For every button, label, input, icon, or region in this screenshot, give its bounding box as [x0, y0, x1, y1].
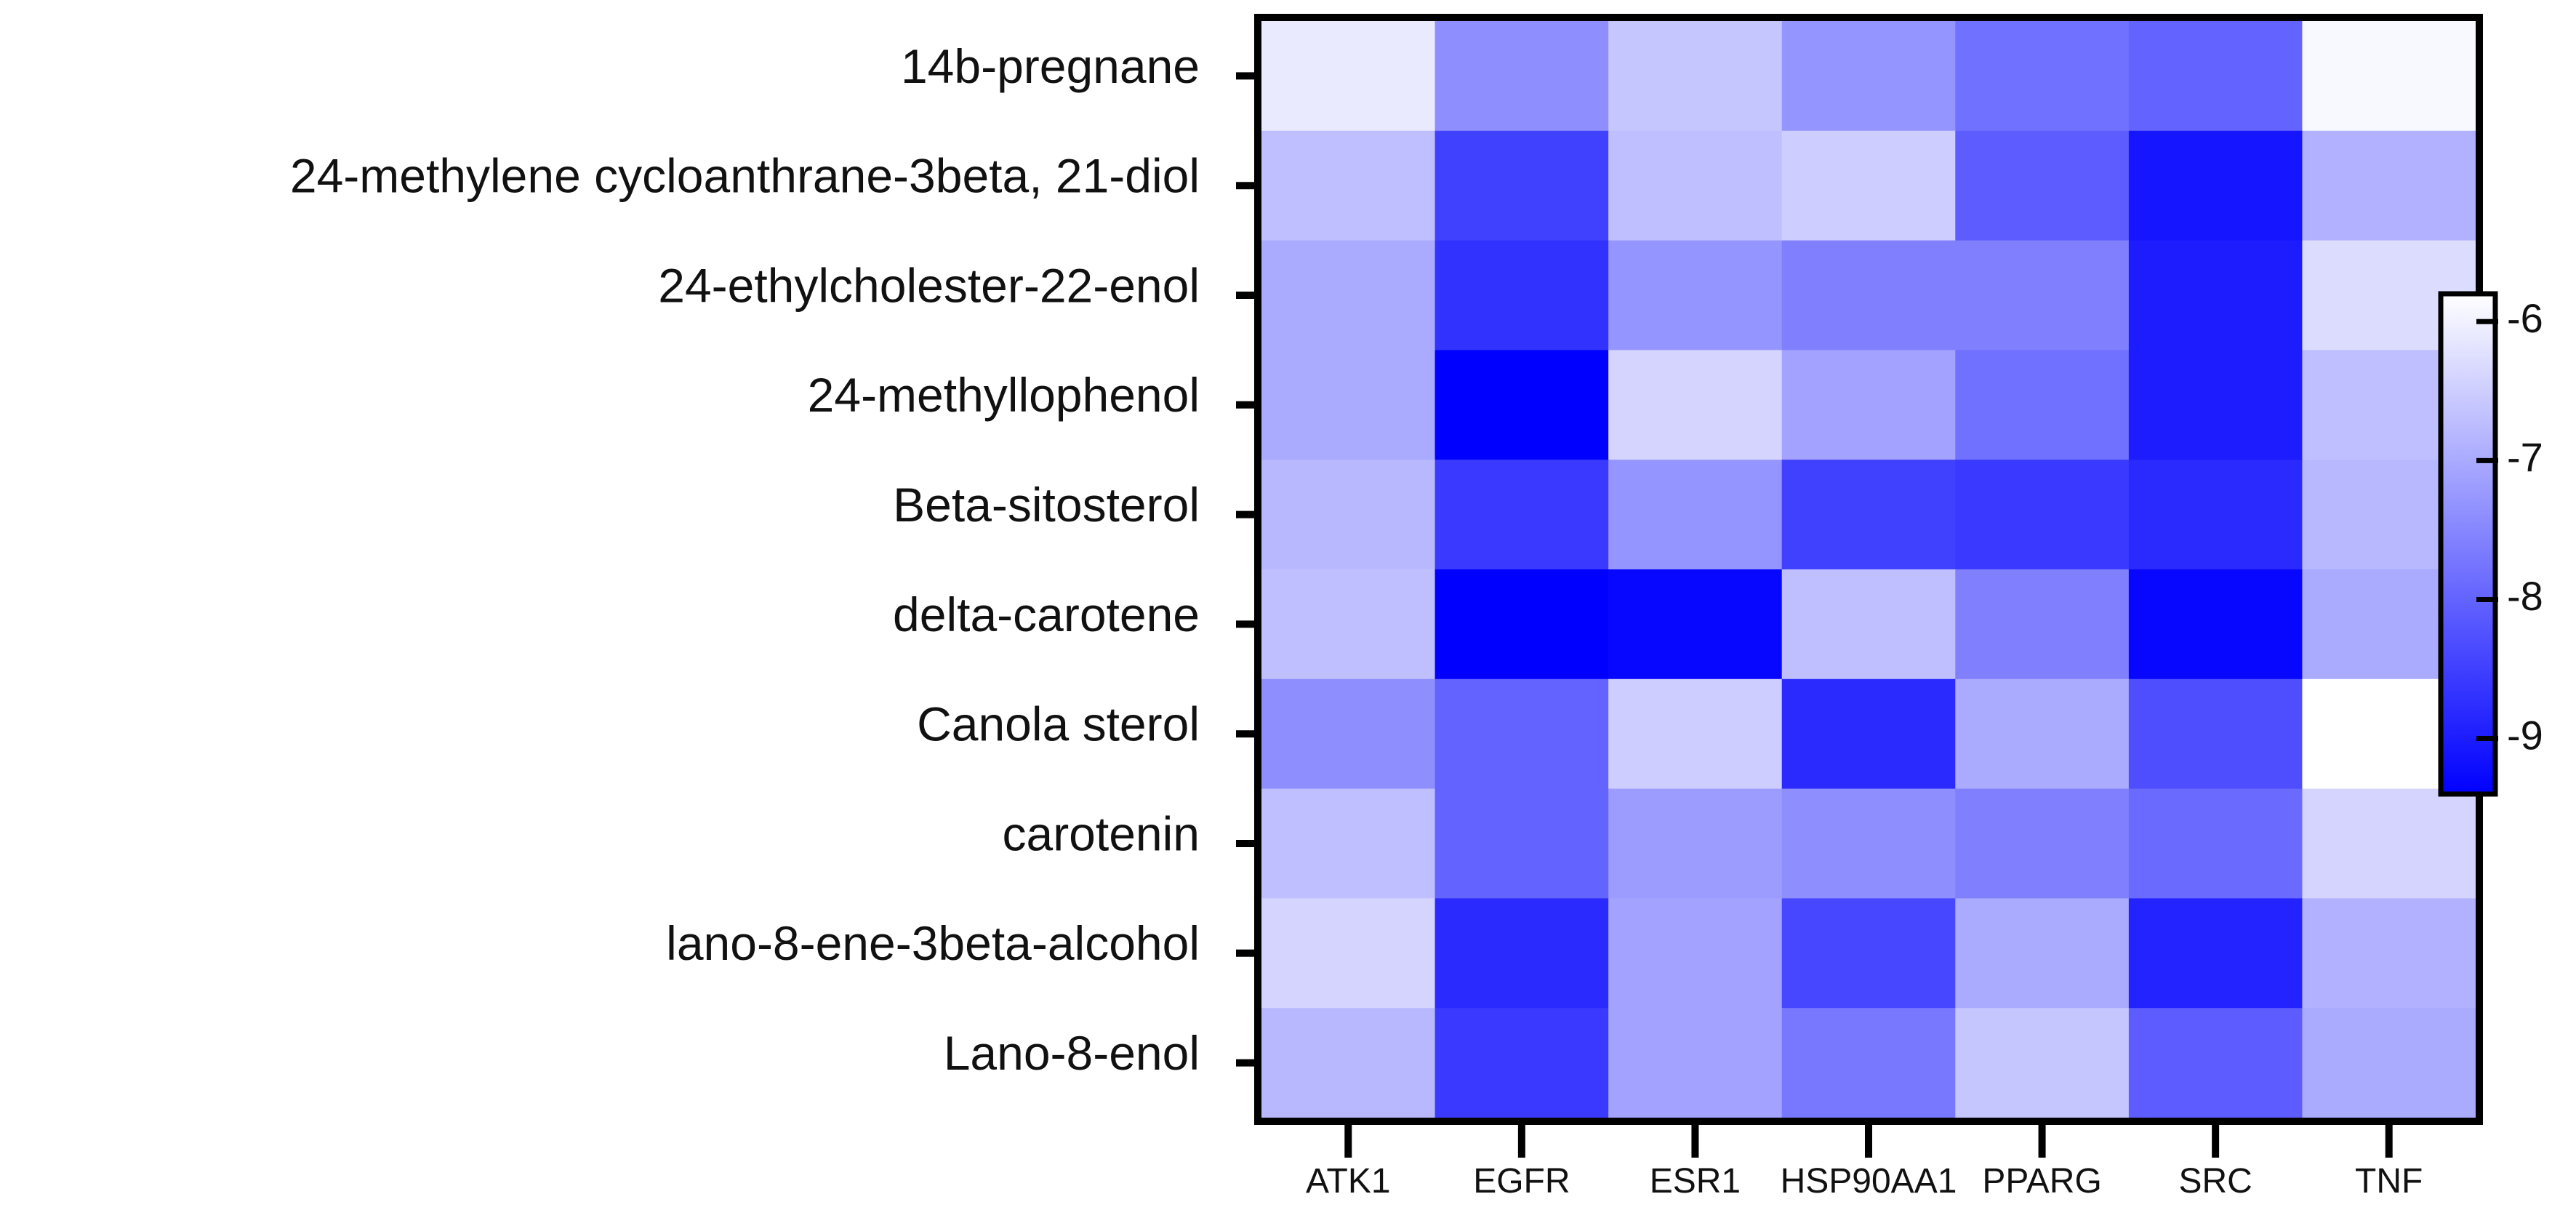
heatmap-cell — [2302, 130, 2476, 241]
row-label: lano-8-ene-3beta-alcohol — [666, 916, 1200, 970]
row-labels: 14b-pregnane 24-methylene cycloanthrane-3… — [290, 39, 1200, 1080]
heatmap-cell — [1261, 1008, 1436, 1118]
row-label: delta-carotene — [893, 588, 1200, 641]
heatmap-cell — [1608, 1008, 1783, 1118]
heatmap-cell — [2302, 21, 2476, 132]
heatmap-cell — [1781, 678, 1957, 790]
heatmap-cell — [2128, 678, 2303, 790]
heatmap-cell — [1608, 460, 1783, 570]
colorbar-tick-label: -6 — [2507, 295, 2543, 341]
heatmap-cell — [2128, 130, 2303, 241]
heatmap-cell — [1608, 569, 1783, 680]
heatmap-cell — [1608, 788, 1783, 900]
heatmap-cell — [1955, 350, 2130, 460]
heatmap-cell — [2128, 569, 2303, 680]
heatmap-cell — [2128, 350, 2303, 460]
col-label: PPARG — [1982, 1162, 2101, 1201]
row-label: 24-methyllophenol — [808, 368, 1200, 422]
heatmap-cell — [1608, 350, 1783, 460]
heatmap-cell — [2128, 898, 2303, 1009]
heatmap-cell — [1608, 21, 1783, 132]
row-ticks — [1236, 72, 1255, 1067]
heatmap-cell — [1261, 21, 1436, 132]
heatmap-cell — [1608, 240, 1783, 351]
heatmap-cell — [1781, 1008, 1957, 1118]
heatmap-cell — [1435, 350, 1609, 460]
heatmap-cell — [1261, 898, 1436, 1009]
heatmap-cell — [1781, 240, 1957, 351]
heatmap-cell — [1261, 788, 1436, 900]
colorbar-tick-label: -8 — [2507, 573, 2543, 619]
heatmap-cell — [1435, 240, 1609, 351]
row-label: 24-methylene cycloanthrane-3beta, 21-dio… — [290, 149, 1200, 203]
col-label: EGFR — [1473, 1162, 1570, 1201]
heatmap-cell — [1261, 460, 1436, 570]
row-label: 14b-pregnane — [901, 39, 1200, 93]
heatmap-cells — [1261, 21, 2476, 1118]
row-label: 24-ethylcholester-22-enol — [658, 258, 1200, 312]
heatmap-cell — [1781, 21, 1957, 132]
heatmap-cell — [1955, 1008, 2130, 1118]
heatmap-cell — [1955, 21, 2130, 132]
heatmap-cell — [2128, 240, 2303, 351]
col-labels: ATK1 EGFR ESR1 HSP90AA1 PPARG SRC TNF — [1306, 1162, 2423, 1201]
heatmap-cell — [1781, 569, 1957, 680]
heatmap-cell — [1435, 569, 1609, 680]
heatmap-cell — [1435, 678, 1609, 790]
heatmap-cell — [1435, 788, 1609, 900]
heatmap-cell — [2128, 788, 2303, 900]
heatmap-cell — [1261, 130, 1436, 241]
heatmap-cell — [1781, 130, 1957, 241]
heatmap-cell — [1261, 240, 1436, 351]
heatmap-cell — [1261, 350, 1436, 460]
heatmap-cell — [2128, 21, 2303, 132]
heatmap-cell — [1435, 898, 1609, 1009]
heatmap-cell — [1435, 1008, 1609, 1118]
heatmap-cell — [1435, 21, 1609, 132]
heatmap-cell — [2302, 788, 2476, 900]
col-label: SRC — [2178, 1162, 2252, 1201]
heatmap-cell — [1781, 460, 1957, 570]
heatmap-cell — [1435, 130, 1609, 241]
heatmap-cell — [1261, 678, 1436, 790]
colorbar — [2438, 291, 2498, 797]
row-label: carotenin — [1002, 806, 1200, 860]
heatmap-cell — [1955, 898, 2130, 1009]
colorbar-tick-label: -9 — [2507, 712, 2543, 758]
col-label: ESR1 — [1650, 1162, 1741, 1201]
colorbar-ticks: -6 -7 -8 -9 — [2476, 295, 2543, 758]
heatmap-cell — [1781, 350, 1957, 460]
heatmap-cell — [1955, 678, 2130, 790]
heatmap-cell — [1608, 678, 1783, 790]
colorbar-tick-label: -7 — [2507, 434, 2543, 480]
heatmap-cell — [1955, 788, 2130, 900]
row-label: Beta-sitosterol — [893, 478, 1200, 532]
heatmap-cell — [2302, 1008, 2476, 1118]
heatmap-cell — [1261, 569, 1436, 680]
heatmap-cell — [1955, 569, 2130, 680]
heatmap-cell — [1955, 130, 2130, 241]
heatmap-cell — [1608, 898, 1783, 1009]
heatmap-cell — [1781, 898, 1957, 1009]
col-ticks — [1344, 1124, 2393, 1158]
heatmap-cell — [1435, 460, 1609, 570]
heatmap-cell — [1955, 240, 2130, 351]
heatmap-cell — [1608, 130, 1783, 241]
col-label: HSP90AA1 — [1781, 1162, 1957, 1201]
col-label: TNF — [2355, 1162, 2423, 1201]
heatmap-cell — [1955, 460, 2130, 570]
heatmap-cell — [2128, 460, 2303, 570]
heatmap-cell — [1781, 788, 1957, 900]
col-label: ATK1 — [1306, 1162, 1390, 1201]
row-label: Lano-8-enol — [944, 1026, 1200, 1080]
heatmap-cell — [2128, 1008, 2303, 1118]
row-label: Canola sterol — [917, 697, 1200, 751]
heatmap-cell — [2302, 898, 2476, 1009]
